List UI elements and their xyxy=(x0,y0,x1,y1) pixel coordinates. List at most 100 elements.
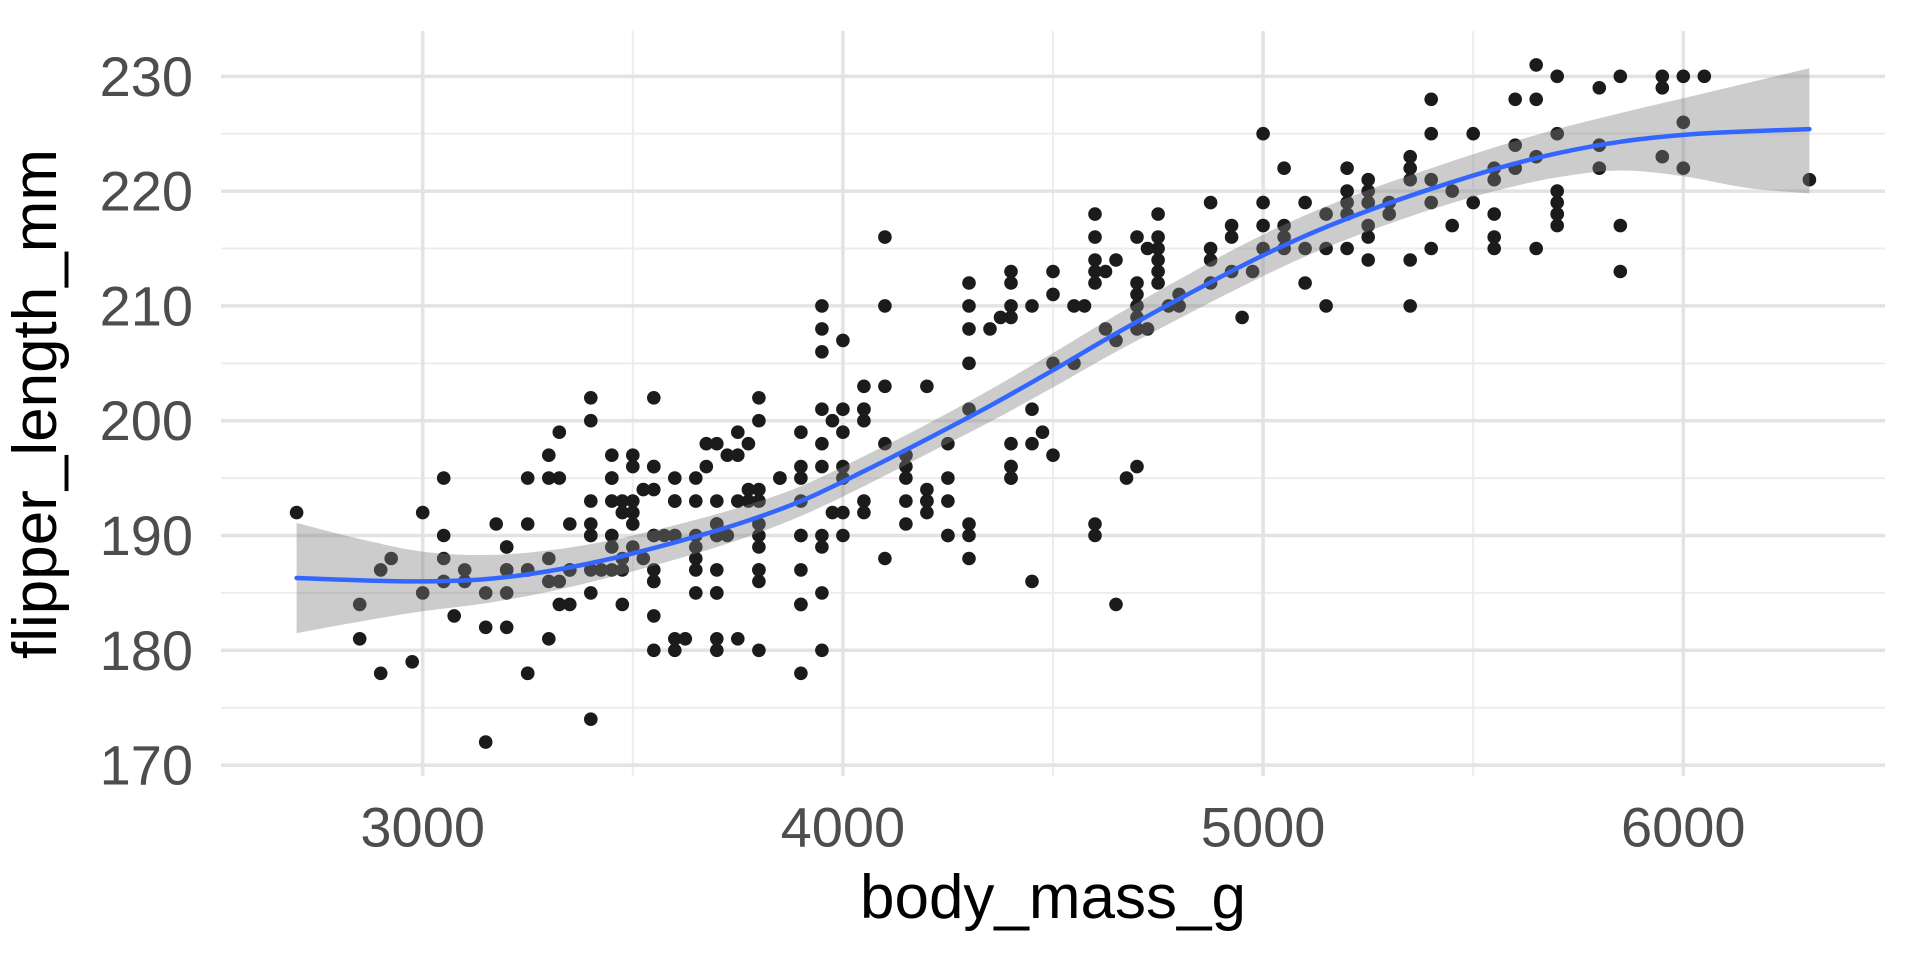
data-point xyxy=(1151,276,1165,290)
data-point xyxy=(1004,264,1018,279)
data-point xyxy=(689,563,703,577)
data-point xyxy=(752,482,766,497)
data-point xyxy=(731,425,745,440)
data-point xyxy=(1340,161,1354,175)
data-point xyxy=(878,299,892,313)
data-point xyxy=(878,436,892,451)
data-point xyxy=(1130,299,1144,313)
data-point xyxy=(1592,81,1607,95)
data-point xyxy=(542,632,556,646)
data-point xyxy=(1403,299,1417,313)
data-point xyxy=(1151,230,1165,244)
data-point xyxy=(436,471,451,485)
data-point xyxy=(1025,402,1039,417)
data-point xyxy=(1004,310,1018,325)
data-point xyxy=(920,379,934,394)
data-point xyxy=(815,528,829,543)
data-point xyxy=(405,655,420,669)
data-point xyxy=(962,276,976,290)
data-point xyxy=(1298,241,1312,256)
data-point xyxy=(941,494,955,508)
y-tick-label: 180 xyxy=(100,619,193,682)
data-point xyxy=(626,494,640,508)
data-point xyxy=(1592,161,1607,175)
data-point xyxy=(1256,126,1270,141)
data-point xyxy=(815,322,829,336)
data-point xyxy=(1224,230,1239,244)
data-point xyxy=(731,448,745,463)
data-point xyxy=(520,517,535,531)
data-point xyxy=(605,494,619,508)
data-point xyxy=(1676,69,1691,84)
data-point xyxy=(920,494,934,508)
y-tick-label: 220 xyxy=(100,160,193,223)
data-point xyxy=(857,413,871,428)
y-tick-label: 170 xyxy=(100,734,193,797)
data-point xyxy=(1119,471,1134,485)
data-point xyxy=(752,517,766,531)
data-point xyxy=(563,517,577,531)
data-point xyxy=(647,391,661,405)
data-point xyxy=(552,471,567,485)
data-point xyxy=(552,425,567,440)
data-point xyxy=(1403,253,1417,267)
data-point xyxy=(1004,299,1018,313)
data-point xyxy=(1277,230,1291,244)
data-point xyxy=(1298,195,1312,210)
data-point xyxy=(626,505,640,520)
data-point xyxy=(499,586,514,600)
x-tick-label: 3000 xyxy=(360,796,485,859)
axis-tick-labels: 3000 4000 5000 6000 170 180 190 200 210 220 230 xyxy=(100,45,1746,859)
data-point xyxy=(1508,92,1522,107)
data-point xyxy=(1004,459,1018,474)
data-point xyxy=(1098,322,1113,336)
data-point xyxy=(1361,184,1375,198)
data-point xyxy=(689,586,703,600)
data-point xyxy=(920,505,934,520)
data-point xyxy=(1424,241,1438,256)
x-axis-title: body_mass_g xyxy=(860,863,1246,932)
data-point xyxy=(857,402,871,417)
data-point xyxy=(1035,425,1050,440)
data-point xyxy=(1277,161,1291,175)
data-point xyxy=(878,551,892,566)
data-point xyxy=(1697,69,1712,84)
data-point xyxy=(1487,207,1501,221)
data-point xyxy=(1340,195,1354,210)
x-tick-label: 6000 xyxy=(1621,796,1746,859)
data-point xyxy=(615,505,630,520)
data-point xyxy=(1088,276,1102,290)
data-point xyxy=(752,528,766,543)
data-point xyxy=(1046,448,1060,463)
data-point xyxy=(1203,253,1218,267)
data-point xyxy=(1088,264,1102,279)
data-point xyxy=(1445,218,1459,233)
data-point xyxy=(741,494,756,508)
data-point xyxy=(720,528,735,543)
data-point xyxy=(1340,184,1354,198)
data-point xyxy=(647,482,661,497)
data-point xyxy=(1151,253,1165,267)
data-point xyxy=(436,528,451,543)
data-point xyxy=(584,413,598,428)
data-point xyxy=(710,436,724,451)
data-point xyxy=(1067,299,1081,313)
data-point xyxy=(1403,172,1417,187)
data-point xyxy=(1046,264,1060,279)
data-point xyxy=(699,436,714,451)
data-point xyxy=(1424,195,1438,210)
data-point xyxy=(584,586,598,600)
data-point xyxy=(1140,322,1155,336)
data-point xyxy=(1088,253,1102,267)
data-point xyxy=(1361,195,1375,210)
data-point xyxy=(941,528,955,543)
data-point xyxy=(1487,230,1501,244)
data-point xyxy=(373,666,388,681)
data-point xyxy=(993,310,1008,325)
data-point xyxy=(794,597,808,612)
data-point xyxy=(710,494,724,508)
data-point xyxy=(773,471,787,485)
data-point xyxy=(899,494,913,508)
